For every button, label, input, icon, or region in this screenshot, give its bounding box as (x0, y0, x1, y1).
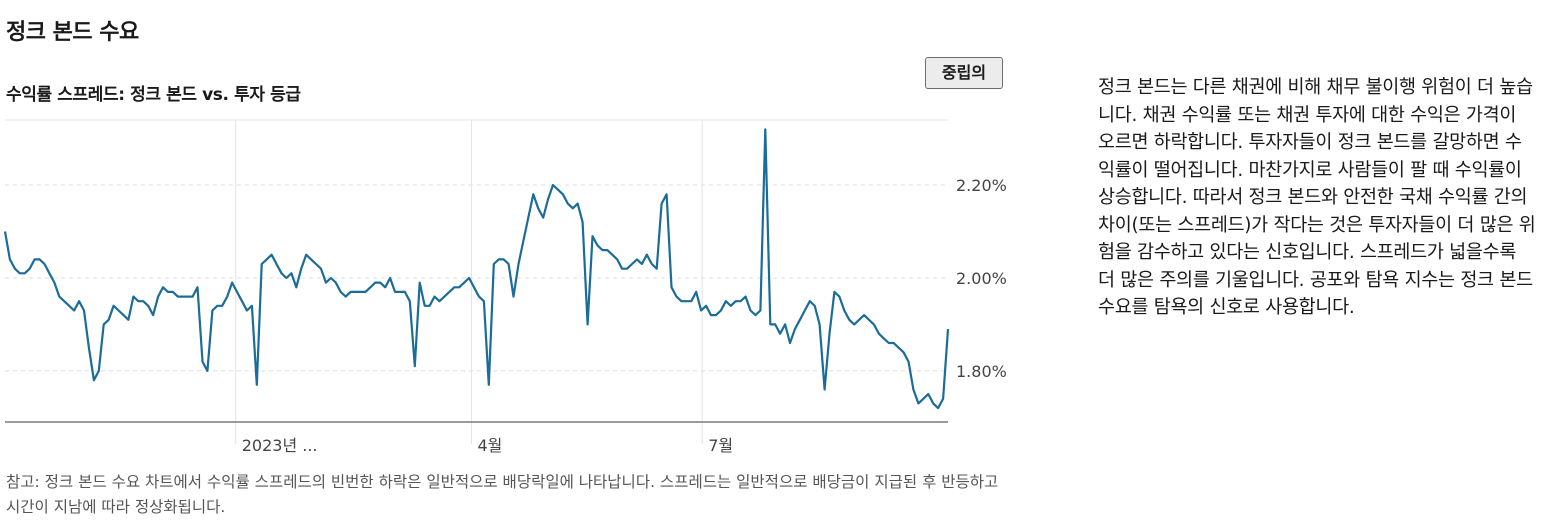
y-tick-label: 2.20% (956, 176, 1007, 195)
series-line (3, 128, 950, 410)
y-axis-ticks: 2.20% 2.00% 1.80% (956, 176, 1007, 381)
chart-subtitle: 수익률 스프레드: 정크 본드 vs. 투자 등급 (6, 85, 301, 105)
x-tick-label: 2023년 ... (242, 436, 318, 455)
page-title: 정크 본드 수요 (6, 20, 139, 45)
y-tick-label: 1.80% (956, 362, 1007, 381)
spread-line-chart: 2023년 ... 4월 7월 2.20% 2.00% 1.80% (3, 119, 1007, 455)
rating-badge: 중립의 (925, 57, 1003, 89)
x-tick-label: 4월 (477, 436, 502, 455)
x-tick-label: 7월 (708, 436, 733, 455)
x-axis-ticks: 2023년 ... 4월 7월 (242, 436, 733, 455)
description-text: 정크 본드는 다른 채권에 비해 채무 불이행 위험이 더 높습니다. 채권 수… (1098, 77, 1536, 318)
chart-note: 참고: 정크 본드 수요 차트에서 수익률 스프레드의 빈번한 하락은 일반적으… (6, 473, 999, 516)
chart-grid (5, 119, 948, 444)
y-tick-label: 2.00% (956, 269, 1007, 288)
